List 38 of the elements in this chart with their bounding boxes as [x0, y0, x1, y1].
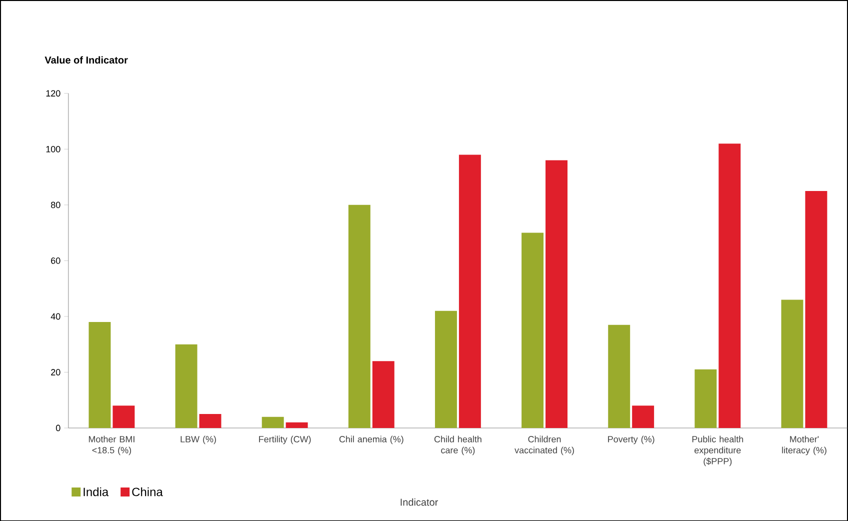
bar — [805, 190, 828, 428]
bar — [632, 405, 654, 428]
y-tick-label: 120 — [46, 90, 60, 96]
legend-label: China — [132, 487, 163, 496]
legend-label: India — [84, 487, 109, 496]
bar — [694, 369, 717, 428]
y-tick-label: 60 — [51, 257, 60, 264]
x-tick-label: Fertility (CW) — [259, 436, 311, 444]
x-tick-label: Children vaccinated (%) — [514, 436, 574, 455]
y-tick-label: 20 — [51, 368, 60, 376]
bar — [199, 414, 222, 428]
bar — [372, 360, 394, 428]
bar — [522, 232, 544, 428]
bar — [348, 204, 370, 428]
y-tick-label: 100 — [46, 146, 60, 152]
bar — [286, 422, 308, 428]
y-axis-title: Value of Indicator — [44, 56, 128, 64]
x-tick-label: Mother BMI <18.5 (%) — [88, 436, 134, 455]
x-tick-label: Child health care (%) — [434, 436, 482, 455]
x-tick-label: Chil anemia (%) — [339, 436, 404, 444]
x-tick-label: Public health expenditure ($PPP) — [692, 436, 744, 466]
bar — [262, 416, 284, 428]
bar — [112, 405, 135, 428]
bar — [458, 154, 481, 428]
y-tick-label: 80 — [51, 202, 60, 208]
bar — [781, 300, 804, 428]
x-tick-label: Poverty (%) — [608, 436, 654, 444]
bar — [175, 344, 198, 428]
y-tick-label: 0 — [56, 424, 60, 431]
bar — [434, 310, 457, 428]
y-tick-label: 40 — [50, 313, 60, 320]
x-tick-label: Mother' literacy (%) — [782, 436, 826, 455]
bar — [546, 160, 568, 428]
bar — [608, 324, 630, 428]
bar — [88, 322, 111, 428]
bar — [718, 143, 741, 428]
x-tick-label: LBW (%) — [180, 436, 216, 444]
x-axis-title: Indicator — [400, 498, 438, 506]
